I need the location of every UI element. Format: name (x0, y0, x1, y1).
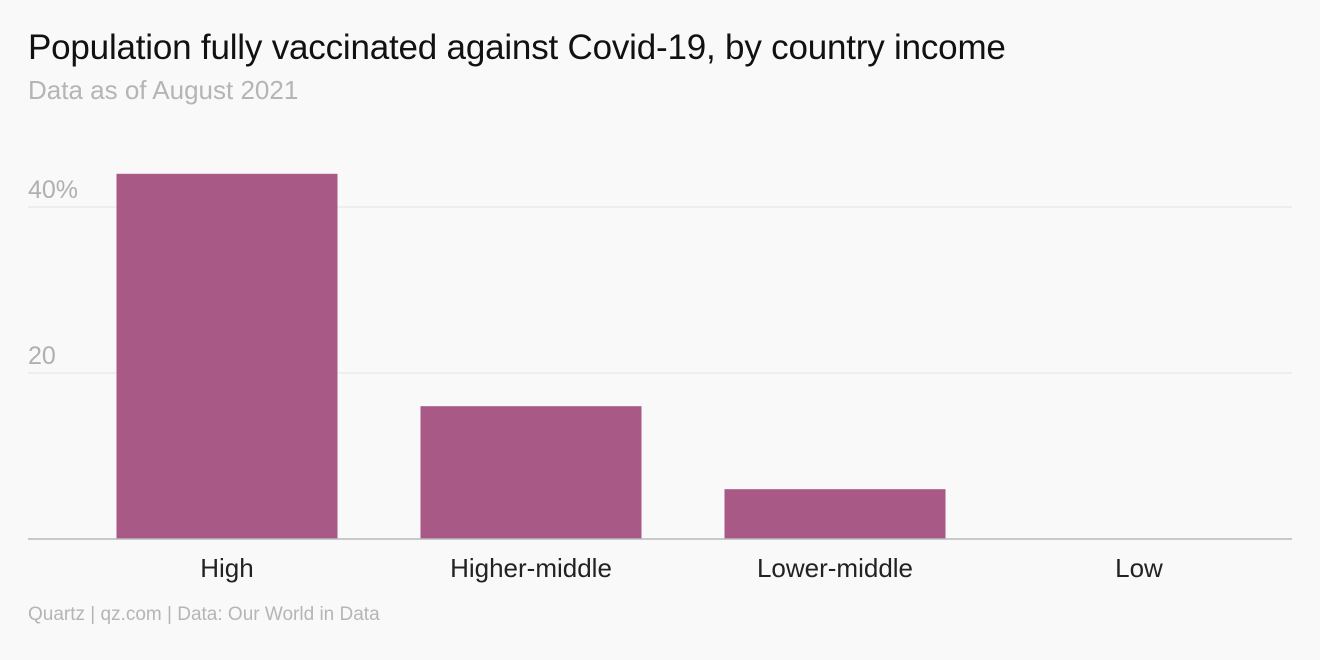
x-tick-label-higher-middle: Higher-middle (450, 553, 612, 583)
bar-higher-middle (420, 406, 642, 539)
x-tick-label-high: High (200, 553, 253, 583)
chart-subtitle: Data as of August 2021 (28, 75, 299, 105)
y-tick-label-40: 40% (28, 176, 78, 204)
bar-lower-middle (724, 489, 946, 539)
source-note: Quartz | qz.com | Data: Our World in Dat… (28, 604, 380, 625)
bar-high (116, 173, 338, 540)
x-tick-label-low: Low (1115, 553, 1163, 583)
chart-title: Population fully vaccinated against Covi… (28, 28, 1006, 67)
bar-chart: 20 40% High Higher-middle Lower-middle Low (28, 173, 1292, 583)
x-tick-label-lower-middle: Lower-middle (757, 553, 913, 583)
y-tick-label-20: 20 (28, 342, 56, 370)
